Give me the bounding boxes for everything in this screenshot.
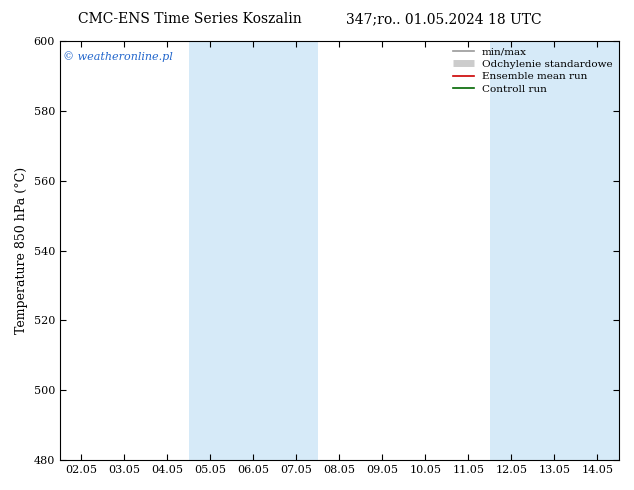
Legend: min/max, Odchylenie standardowe, Ensemble mean run, Controll run: min/max, Odchylenie standardowe, Ensembl… xyxy=(449,43,617,98)
Text: CMC-ENS Time Series Koszalin: CMC-ENS Time Series Koszalin xyxy=(79,12,302,26)
Bar xyxy=(189,41,318,460)
Text: © weatheronline.pl: © weatheronline.pl xyxy=(63,51,172,62)
Y-axis label: Temperature 850 hPa (°C): Temperature 850 hPa (°C) xyxy=(15,167,28,334)
Text: 347;ro.. 01.05.2024 18 UTC: 347;ro.. 01.05.2024 18 UTC xyxy=(346,12,541,26)
Bar xyxy=(490,41,619,460)
